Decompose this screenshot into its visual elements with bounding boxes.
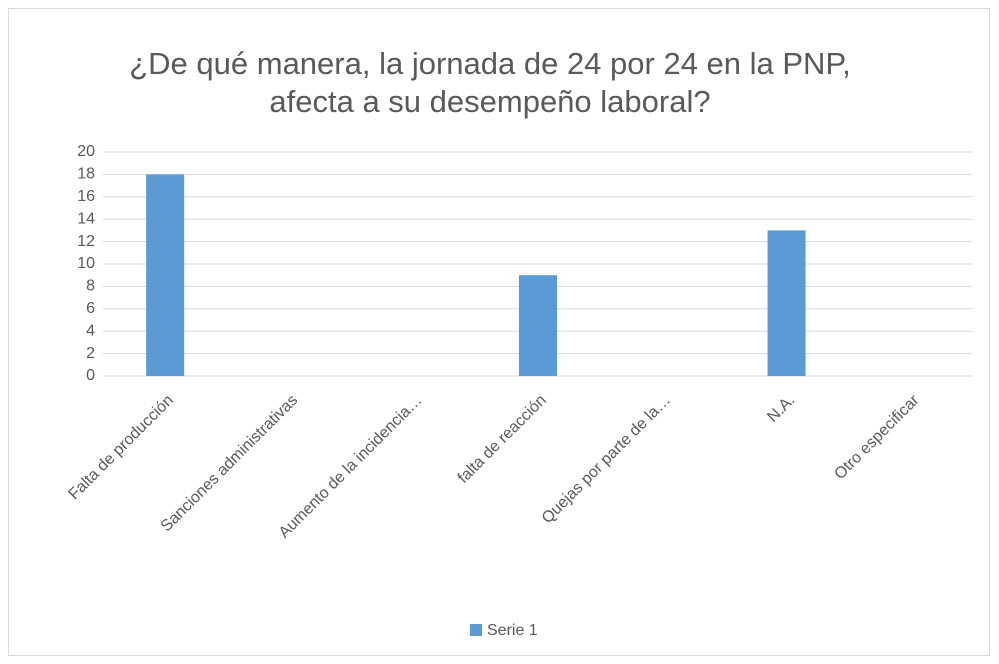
y-tick-label: 20: [77, 143, 95, 160]
chart-title: ¿De qué manera, la jornada de 24 por 24 …: [129, 46, 851, 81]
y-tick-label: 14: [77, 210, 95, 227]
y-tick-label: 12: [77, 233, 95, 250]
y-tick-label: 2: [86, 345, 95, 362]
chart-title: afecta a su desempeño laboral?: [269, 84, 710, 119]
y-tick-label: 18: [77, 166, 95, 183]
y-tick-label: 8: [86, 278, 95, 295]
bar: [146, 174, 185, 376]
legend-label: Serie 1: [487, 622, 538, 639]
bar: [767, 230, 806, 376]
y-tick-label: 0: [86, 367, 95, 384]
bar: [519, 275, 557, 376]
y-tick-label: 16: [77, 188, 95, 205]
y-tick-label: 6: [86, 300, 95, 317]
legend-swatch: [470, 624, 482, 636]
y-tick-label: 4: [86, 322, 95, 339]
y-tick-label: 10: [77, 255, 95, 272]
